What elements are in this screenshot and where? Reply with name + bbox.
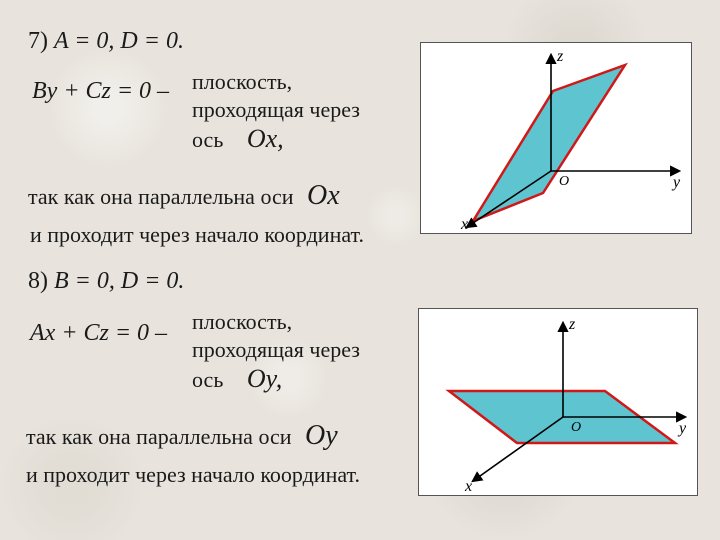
diagram-1-svg: z y x O xyxy=(421,43,691,233)
diagram-2: z y x O xyxy=(418,308,698,496)
z-label-1: z xyxy=(556,48,564,65)
diagram-2-svg: z y x O xyxy=(419,309,697,495)
item8-desc-line1: плоскость, xyxy=(192,308,360,336)
item7-desc: плоскость, проходящая через ось Ox, xyxy=(192,68,360,156)
item7-desc-line1: плоскость, xyxy=(192,68,360,96)
item8-origin: и проходит через начало координат. xyxy=(26,462,360,488)
item7-heading-prefix: 7) xyxy=(28,28,54,54)
item8-since: так как она параллельна оси Oy xyxy=(26,420,338,452)
item7-since: так как она параллельна оси Ox xyxy=(28,180,340,212)
item8-desc: плоскость, проходящая через ось Oy, xyxy=(192,308,360,396)
item7-origin: и проходит через начало координат. xyxy=(30,222,364,248)
item8-axis-desc: Oy, xyxy=(247,364,282,393)
item8-since-text: так как она параллельна оси xyxy=(26,424,292,449)
x-label-1: x xyxy=(460,216,468,233)
item7-heading: 7) A = 0, D = 0. xyxy=(28,28,184,55)
item8-desc-line2: проходящая через xyxy=(192,336,360,364)
plane-1 xyxy=(473,65,625,221)
item8-heading-prefix: 8) xyxy=(28,268,54,294)
item8-heading-core: B = 0, D = 0. xyxy=(54,268,184,294)
item8-heading: 8) B = 0, D = 0. xyxy=(28,268,184,295)
item8-axis-since: Oy xyxy=(305,420,338,451)
diagram-1: z y x O xyxy=(420,42,692,234)
item7-axis-since: Ox xyxy=(307,180,340,211)
o-label-2: O xyxy=(571,420,581,435)
y-label-1: y xyxy=(671,174,681,191)
item8-desc-line3: ось Oy, xyxy=(192,363,360,396)
z-label-2: z xyxy=(568,316,576,333)
o-label-1: O xyxy=(559,174,569,189)
item8-equation: Ax + Cz = 0 – xyxy=(30,320,167,347)
y-label-2: y xyxy=(677,420,687,437)
item7-desc-line3-text: ось xyxy=(192,127,223,152)
item7-since-text: так как она параллельна оси xyxy=(28,184,294,209)
x-label-2: x xyxy=(464,478,472,495)
item8-desc-line3-text: ось xyxy=(192,367,223,392)
item7-desc-line2: проходящая через xyxy=(192,96,360,124)
item7-heading-core: A = 0, D = 0. xyxy=(54,28,184,54)
item7-equation: By + Cz = 0 – xyxy=(32,78,169,105)
item7-desc-line3: ось Ox, xyxy=(192,123,360,156)
item7-axis-desc: Ox, xyxy=(247,124,284,153)
